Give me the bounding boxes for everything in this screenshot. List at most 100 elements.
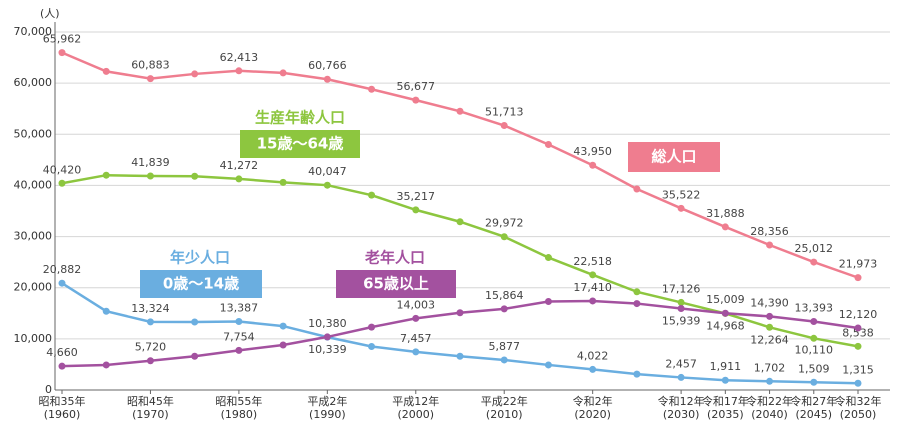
data-point [146,75,154,83]
data-point [721,376,729,384]
x-tick-label: 平成22年(2010) [481,394,528,421]
data-point [810,378,818,386]
data-point [589,365,597,373]
value-label: 1,315 [842,363,874,376]
y-tick-label: 40,000 [14,178,53,191]
series-name: 生産年齢人口 [255,109,345,127]
data-point [810,318,818,326]
age-range: 0歳〜14歳 [163,275,239,293]
data-point [279,322,287,330]
data-point [633,185,641,193]
data-point [544,298,552,306]
data-point [544,141,552,149]
x-tick-label: 令和17年(2035) [702,394,749,421]
y-tick-label: 10,000 [14,332,53,345]
data-point [854,274,862,282]
data-point [235,67,243,75]
value-label: 12,120 [839,308,878,321]
data-point [544,361,552,369]
data-point [279,69,287,77]
value-label: 14,003 [397,298,436,311]
data-point [810,334,818,342]
data-point [766,377,774,385]
value-label: 7,457 [400,332,432,345]
value-label: 15,009 [706,293,745,306]
data-point [146,357,154,365]
data-point [368,323,376,331]
value-label: 62,413 [220,51,259,64]
data-point [412,96,420,104]
y-tick-label: 30,000 [14,230,53,243]
value-label: 20,882 [43,263,82,276]
value-label: 31,888 [706,207,745,220]
value-label: 8,538 [842,326,874,339]
value-label: 2,457 [665,357,697,370]
data-point [368,85,376,93]
data-point [146,318,154,326]
value-label: 56,677 [397,80,436,93]
data-point [721,309,729,317]
value-label: 15,939 [662,314,701,327]
data-point [279,341,287,349]
x-tick-label: 昭和35年(1960) [39,394,86,421]
value-label: 22,518 [573,255,612,268]
data-point [500,356,508,364]
value-label: 5,877 [488,340,520,353]
data-point [589,161,597,169]
data-point [677,204,685,212]
data-point [633,370,641,378]
value-label: 17,410 [573,281,612,294]
value-label: 65,962 [43,33,82,46]
callout-box [140,270,262,298]
value-label: 12,264 [750,333,789,346]
callout-box [336,270,456,298]
x-tick-label: 令和2年(2020) [573,394,613,421]
data-point [544,254,552,262]
data-point [191,352,199,360]
series-name: 老年人口 [364,249,425,267]
y-unit: (人) [40,7,60,20]
x-tick-label: 令和32年(2050) [835,394,882,421]
series-line [61,51,859,279]
data-point [456,352,464,360]
data-point [58,49,66,57]
value-label: 10,339 [308,343,347,356]
x-tick-label: 平成2年(1990) [307,394,347,421]
y-tick-label: 70,000 [14,25,53,38]
data-point [589,297,597,305]
value-label: 5,720 [135,341,167,354]
data-point [191,172,199,180]
value-label: 4,660 [46,346,78,359]
value-label: 7,754 [223,330,255,343]
data-point [58,279,66,287]
value-label: 51,713 [485,106,524,119]
value-label: 35,522 [662,188,701,201]
data-point [235,346,243,354]
data-point [854,324,862,332]
data-point [677,304,685,312]
data-point [810,258,818,266]
y-tick-label: 20,000 [14,281,53,294]
data-point [500,305,508,313]
age-range: 15歳〜64歳 [257,135,344,153]
value-label: 41,839 [131,156,170,169]
callout-box [240,130,360,158]
data-point [456,218,464,226]
data-point [323,333,331,341]
x-tick-label: 令和12年(2030) [658,394,705,421]
data-point [235,175,243,183]
value-label: 13,393 [795,302,834,315]
data-point [766,241,774,249]
value-label: 1,509 [798,362,830,375]
age-range: 65歳以上 [363,275,429,293]
value-label: 43,950 [573,145,612,158]
data-point [633,288,641,296]
data-point [368,343,376,351]
value-label: 1,911 [710,360,742,373]
value-label: 21,973 [839,258,878,271]
value-label: 35,217 [397,190,436,203]
value-label: 60,883 [131,59,170,72]
callout-box [628,142,720,172]
data-point [589,271,597,279]
